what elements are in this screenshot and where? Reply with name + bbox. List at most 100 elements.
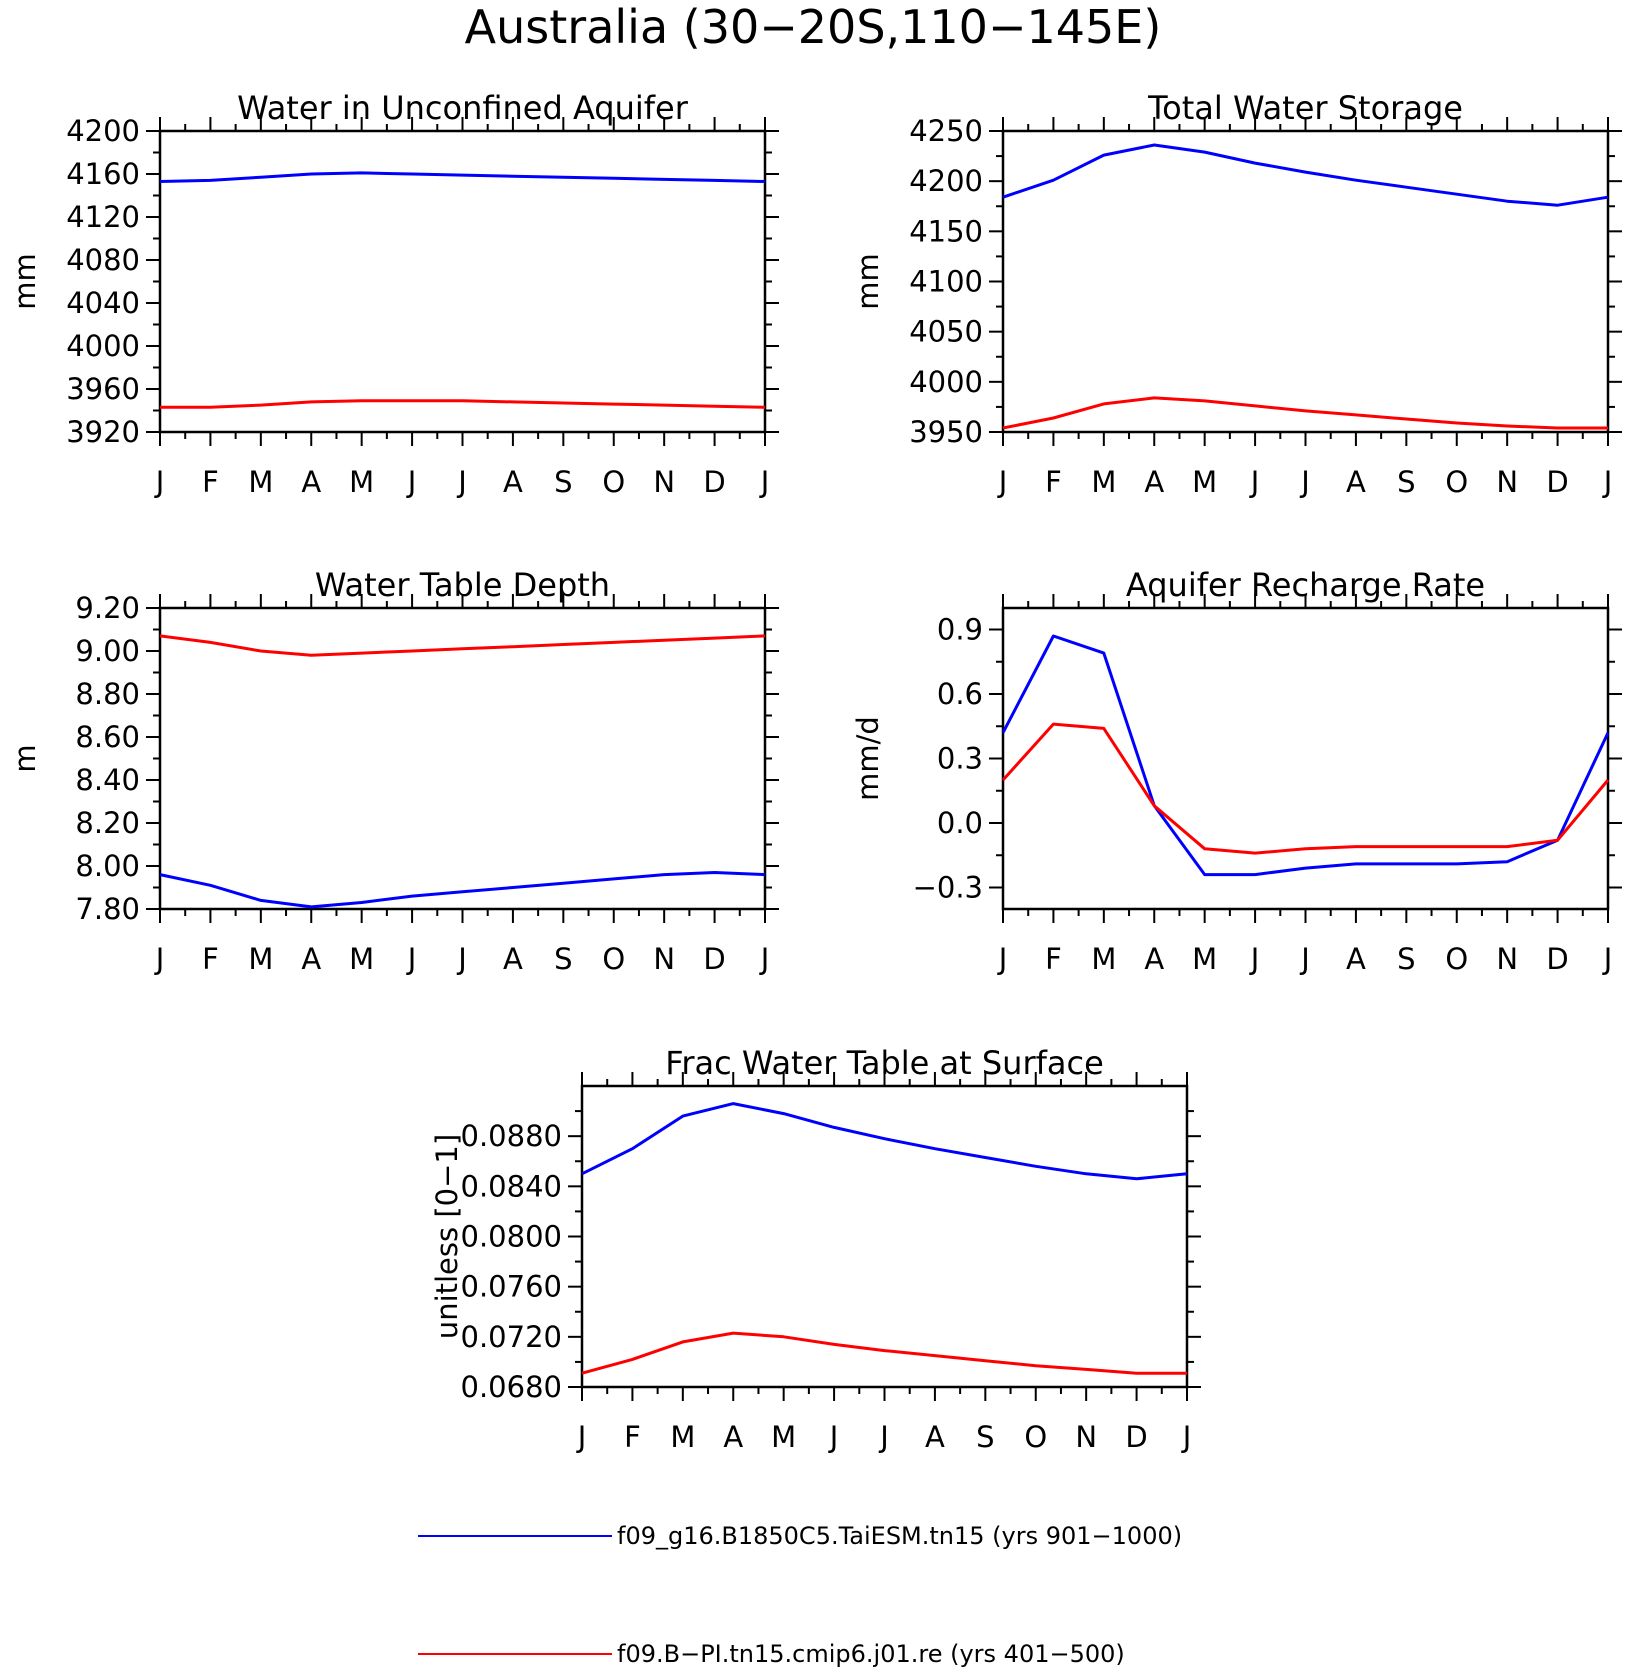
series-line-2 [1002, 396, 1608, 430]
x-tick-label: A [503, 465, 523, 499]
y-tick-label: 4250 [909, 114, 983, 148]
x-tick-label: J [154, 942, 165, 976]
x-tick-label: O [1445, 942, 1468, 976]
x-tick-label: J [1299, 942, 1310, 976]
y-tick-label: 4160 [66, 157, 140, 191]
y-tick-label: 0.0 [937, 806, 983, 840]
y-tick-label: 0.0800 [461, 1220, 562, 1254]
x-tick-label: A [1346, 465, 1366, 499]
y-tick-label: 8.80 [75, 677, 140, 711]
y-tick-label: 0.9 [937, 613, 983, 647]
legend-item-series-2: f09.B−PI.tn15.cmip6.j01.re (yrs 401−500) [418, 1640, 1125, 1668]
x-tick-label: S [554, 942, 572, 976]
y-axis-label: unitless [0−1] [430, 1134, 464, 1339]
x-tick-label: A [1346, 942, 1366, 976]
plot-frame [1001, 606, 1610, 911]
x-tick-label: F [202, 942, 219, 976]
series-line-2 [1001, 722, 1610, 855]
x-tick-label: F [1045, 465, 1062, 499]
y-tick-label: −0.3 [913, 871, 983, 905]
x-tick-label: O [602, 942, 625, 976]
x-tick-label: D [703, 942, 725, 976]
x-tick-label: A [925, 1420, 945, 1454]
x-tick-label: J [1299, 465, 1310, 499]
x-tick-label: M [248, 942, 273, 976]
x-tick-label: J [406, 942, 417, 976]
x-tick-label: N [653, 942, 675, 976]
legend-label-series-1: f09_g16.B1850C5.TaiESM.tn15 (yrs 901−100… [617, 1522, 1182, 1550]
legend: f09_g16.B1850C5.TaiESM.tn15 (yrs 901−100… [418, 1522, 1182, 1668]
x-tick-label: J [997, 465, 1008, 499]
x-tick-label: O [1445, 465, 1468, 499]
y-axis-label: mm [851, 253, 885, 310]
y-tick-label: 0.3 [937, 742, 983, 776]
x-tick-label: F [624, 1420, 641, 1454]
series-line-1 [159, 871, 766, 909]
series-line-1 [1002, 143, 1609, 207]
x-tick-label: D [1546, 465, 1568, 499]
x-tick-label: J [759, 465, 770, 499]
x-tick-label: J [1249, 942, 1260, 976]
x-tick-label: J [1249, 465, 1260, 499]
plot-frame [1001, 129, 1610, 434]
x-tick-label: D [1125, 1420, 1147, 1454]
x-tick-label: M [248, 465, 273, 499]
y-tick-label: 4150 [909, 214, 983, 248]
series-line-2 [159, 634, 766, 657]
x-tick-label: J [1602, 942, 1613, 976]
y-tick-label: 4200 [66, 114, 140, 148]
y-axis-label: m [8, 744, 42, 772]
y-axis-label: mm/d [851, 716, 885, 801]
x-tick-label: J [1181, 1420, 1192, 1454]
x-tick-label: M [771, 1420, 796, 1454]
x-tick-label: A [723, 1420, 743, 1454]
y-tick-label: 3960 [66, 372, 140, 406]
figure-title: Australia (30−20S,110−145E) [465, 0, 1162, 54]
x-tick-label: A [1144, 942, 1164, 976]
x-tick-label: J [759, 942, 770, 976]
x-tick-label: M [1091, 942, 1116, 976]
x-tick-label: J [406, 465, 417, 499]
series-line-2 [581, 1331, 1187, 1375]
y-tick-label: 7.80 [75, 892, 140, 926]
y-axis-label: mm [8, 253, 42, 310]
x-tick-label: S [976, 1420, 994, 1454]
y-tick-label: 8.20 [75, 806, 140, 840]
y-tick-label: 0.0720 [461, 1320, 562, 1354]
x-tick-label: J [456, 942, 467, 976]
y-tick-label: 8.60 [75, 720, 140, 754]
x-tick-label: M [1192, 465, 1217, 499]
x-tick-label: N [653, 465, 675, 499]
x-tick-label: N [1496, 942, 1518, 976]
y-tick-label: 0.6 [937, 677, 983, 711]
x-tick-label: M [670, 1420, 695, 1454]
y-tick-label: 4100 [909, 265, 983, 299]
y-tick-label: 4120 [66, 200, 140, 234]
x-tick-label: N [1075, 1420, 1097, 1454]
y-tick-label: 8.00 [75, 849, 140, 883]
x-tick-label: J [576, 1420, 587, 1454]
legend-item-series-1: f09_g16.B1850C5.TaiESM.tn15 (yrs 901−100… [418, 1522, 1182, 1550]
x-tick-label: J [154, 465, 165, 499]
x-tick-label: J [828, 1420, 839, 1454]
y-tick-label: 0.0880 [461, 1119, 562, 1153]
y-tick-label: 9.20 [75, 591, 140, 625]
x-tick-label: J [1602, 465, 1613, 499]
y-tick-label: 4040 [66, 286, 140, 320]
series-line-1 [159, 171, 766, 183]
y-tick-label: 4000 [66, 329, 140, 363]
y-tick-label: 4200 [909, 164, 983, 198]
plot-frame [158, 606, 767, 911]
x-tick-label: A [301, 465, 321, 499]
x-tick-label: J [456, 465, 467, 499]
y-tick-label: 9.00 [75, 634, 140, 668]
x-tick-label: O [1024, 1420, 1047, 1454]
x-tick-label: F [202, 465, 219, 499]
legend-label-series-2: f09.B−PI.tn15.cmip6.j01.re (yrs 401−500) [617, 1640, 1125, 1668]
x-tick-label: M [1192, 942, 1217, 976]
y-tick-label: 4050 [909, 315, 983, 349]
